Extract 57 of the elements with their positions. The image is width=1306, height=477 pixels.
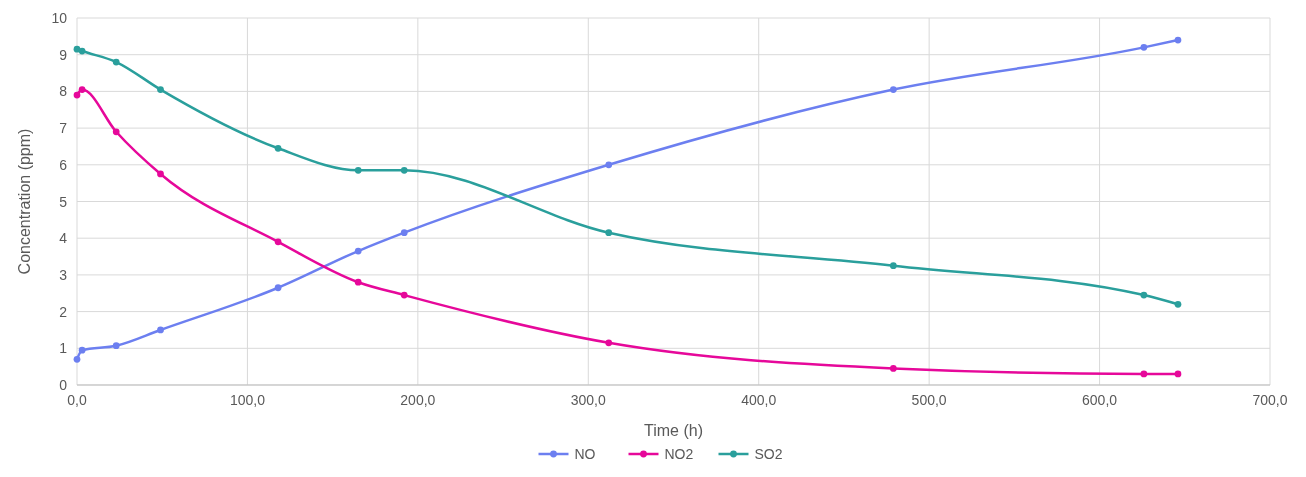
y-tick-label: 1 [59,340,68,357]
point [78,346,86,354]
x-tick-label: 500,0 [911,392,947,408]
point [112,128,120,136]
point [400,291,408,299]
y-tick-label: 8 [59,83,68,100]
point [274,238,282,246]
point [354,166,362,174]
legend-label: NO2 [664,446,694,462]
x-tick-label: 300,0 [570,392,607,408]
x-tick-label: 100,0 [229,392,266,408]
y-tick-label: 5 [59,193,68,210]
point [1140,370,1148,378]
x-tick-label: 400,0 [741,392,777,408]
y-tick-label: 2 [59,303,68,320]
point [73,91,81,99]
x-tick-label: 200,0 [400,392,436,408]
point [73,45,81,53]
y-tick-label: 6 [59,156,68,173]
point [78,47,86,55]
point [112,342,120,350]
point [274,144,282,152]
point [274,284,282,292]
y-tick-label: 0 [59,377,68,393]
point [1140,43,1148,51]
point [78,86,86,93]
point [1140,291,1148,299]
point [889,262,897,270]
x-tick-label: 600,0 [1082,392,1118,408]
point [889,86,897,93]
legend-label: NO [574,446,596,462]
x-tick-label: 0,0 [67,392,87,408]
point [889,365,897,372]
point [400,229,408,237]
y-axis-title: Concentration (ppm) [16,128,33,275]
point [157,326,164,334]
point [73,355,81,363]
x-tick-label: 700,0 [1252,392,1288,408]
point [354,247,362,255]
point [157,170,164,178]
point [1174,300,1182,308]
point [1174,36,1182,44]
y-tick-label: 7 [59,120,68,137]
y-tick-label: 10 [51,10,68,26]
point [400,166,408,174]
point [605,339,613,347]
point [1174,370,1182,378]
point [354,278,362,286]
legend-label: SO2 [754,446,783,462]
y-tick-label: 3 [59,266,68,283]
x-axis-title: Time (h) [644,422,703,439]
point [605,229,613,237]
point [605,161,613,169]
point [112,58,120,66]
y-tick-label: 9 [59,46,68,63]
point [157,86,164,93]
y-tick-label: 4 [59,230,68,247]
